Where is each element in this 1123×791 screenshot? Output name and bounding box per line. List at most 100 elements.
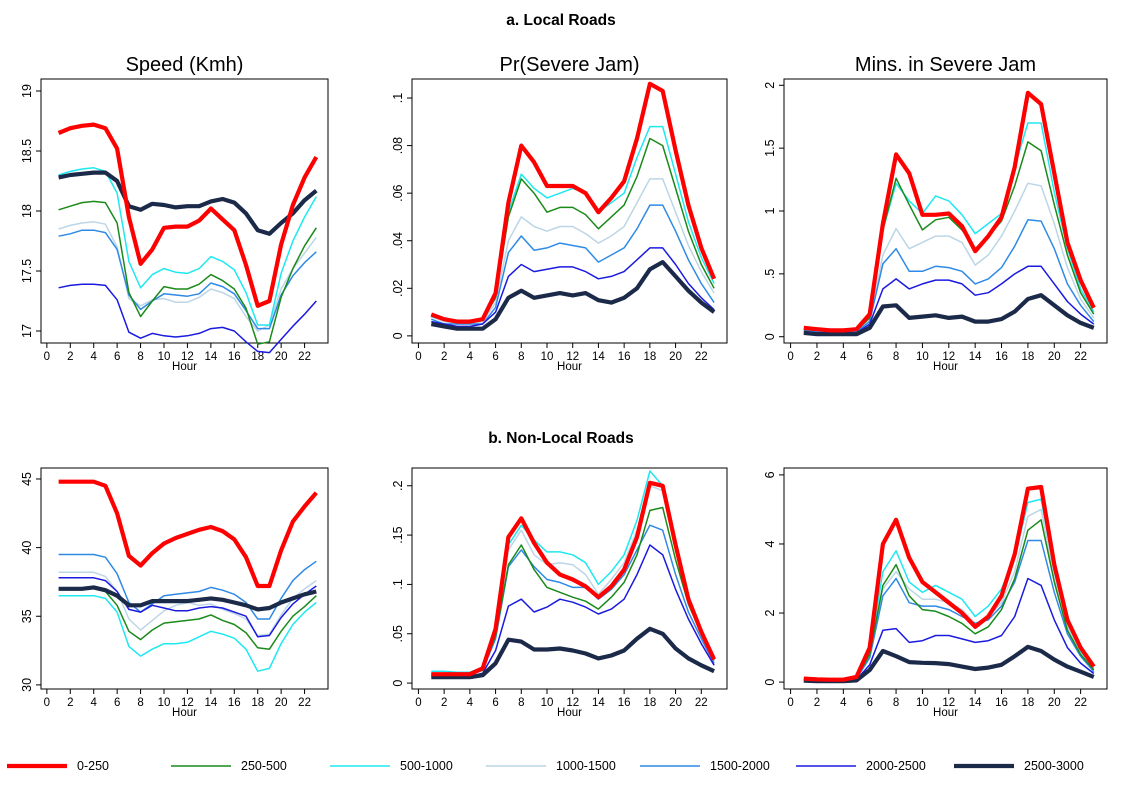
y-tick-label: .1 — [391, 579, 405, 589]
x-tick-label: 2 — [441, 351, 447, 363]
x-tick-label: 0 — [787, 697, 793, 709]
series-line-2500-3000 — [58, 585, 317, 612]
x-tick-label: 6 — [492, 697, 498, 709]
y-tick-label: .05 — [391, 625, 405, 642]
x-tick-label: 12 — [181, 351, 194, 363]
x-tick-label: 18 — [1021, 697, 1034, 709]
x-tick-label: 0 — [44, 697, 50, 709]
series-line-1000-1500 — [58, 221, 317, 332]
x-tick-label: 22 — [298, 351, 311, 363]
legend: 0-250 250-500 500-1000 1000-1500 1500-2000 20… — [7, 759, 1084, 773]
x-tick-label: 4 — [91, 351, 98, 363]
series-line-2500-3000 — [58, 170, 318, 236]
y-tick-label: 19 — [20, 84, 34, 98]
x-tick-label: 14 — [592, 351, 605, 363]
series-line-250-500 — [58, 200, 317, 345]
x-tick-label: 16 — [995, 697, 1008, 709]
x-tick-label: 18 — [643, 351, 656, 363]
series-line-500-1000 — [58, 594, 317, 672]
series-line-2500-3000 — [803, 293, 1095, 337]
x-tick-label: 0 — [415, 697, 421, 709]
series-line-0-250 — [58, 479, 318, 589]
x-tick-label: 0 — [44, 351, 50, 363]
x-tick-label: 12 — [181, 697, 194, 709]
x-tick-label: 22 — [1074, 697, 1087, 709]
plots-group: Speed (Kmh)0 2 4 6 8 10 12 14 16 18 20 22Hour1717.5… — [20, 54, 1108, 719]
legend-label-500-1000: 500-1000 — [400, 759, 453, 773]
x-tick-label: 4 — [840, 697, 847, 709]
chart-title: Mins. in Severe Jam — [855, 54, 1036, 76]
x-tick-label: 18 — [251, 351, 264, 363]
y-tick-label: 1.5 — [763, 139, 777, 156]
x-tick-label: 22 — [695, 697, 708, 709]
x-tick-label: 22 — [1074, 351, 1087, 363]
x-tick-label: 20 — [275, 697, 288, 709]
series-line-2000-2500 — [58, 283, 317, 354]
x-tick-label: 10 — [541, 697, 554, 709]
x-tick-label: 20 — [275, 351, 288, 363]
x-tick-label: 8 — [518, 351, 524, 363]
y-tick-label: 17 — [20, 324, 34, 338]
x-tick-label: 18 — [1021, 351, 1034, 363]
x-axis-label: Hour — [172, 361, 197, 373]
panel-title-non-local-roads: b. Non-Local Roads — [488, 430, 634, 447]
y-tick-label: 0 — [763, 333, 777, 340]
y-tick-label: 18.5 — [20, 139, 34, 163]
series-line-0-250 — [57, 122, 319, 308]
x-tick-label: 2 — [814, 351, 820, 363]
y-tick-label: .1 — [391, 93, 405, 103]
x-tick-label: 6 — [492, 351, 498, 363]
chart-title: Pr(Severe Jam) — [499, 54, 639, 76]
x-tick-label: 16 — [228, 351, 241, 363]
x-tick-label: 22 — [695, 351, 708, 363]
x-axis-label: Hour — [172, 707, 197, 719]
x-tick-label: 8 — [518, 697, 524, 709]
y-tick-label: 1 — [763, 207, 777, 214]
x-tick-label: 10 — [916, 697, 929, 709]
x-tick-label: 20 — [1048, 697, 1061, 709]
series-line-500-1000 — [58, 167, 317, 326]
x-tick-label: 10 — [541, 351, 554, 363]
x-tick-label: 8 — [893, 697, 899, 709]
x-tick-label: 4 — [91, 697, 98, 709]
chart-6: 0 2 4 6 8 10 12 14 16 18 20 22 Hour 0 2 4 6 — [763, 467, 1108, 719]
y-tick-label: 30 — [20, 678, 34, 692]
series-line-0-250 — [431, 480, 717, 677]
y-tick-label: 40 — [20, 541, 34, 555]
chart-title: Speed (Kmh) — [126, 54, 244, 76]
x-tick-label: 20 — [669, 351, 682, 363]
series-line-1000-1500 — [803, 182, 1095, 333]
x-tick-label: 10 — [916, 351, 929, 363]
x-tick-label: 2 — [67, 351, 73, 363]
y-tick-label: 35 — [20, 609, 34, 623]
y-tick-label: 0 — [391, 332, 405, 339]
y-tick-label: .15 — [391, 526, 405, 543]
x-tick-label: 14 — [969, 351, 982, 363]
chart-2: Pr(Severe Jam) 0 2 4 6 8 10 12 14 16 18 20 22 Hour 0 .0… — [391, 54, 728, 373]
x-tick-label: 8 — [893, 351, 899, 363]
x-tick-label: 14 — [204, 697, 217, 709]
x-axis-label: Hour — [933, 707, 958, 719]
legend-label-2500-3000: 2500-3000 — [1024, 759, 1084, 773]
y-tick-label: 17.5 — [20, 259, 34, 283]
x-tick-label: 14 — [969, 697, 982, 709]
legend-label-1500-2000: 1500-2000 — [710, 759, 770, 773]
x-tick-label: 16 — [618, 351, 631, 363]
x-tick-label: 14 — [592, 697, 605, 709]
chart-4: 0 2 4 6 8 10 12 14 16 18 20 22 Hour 30 35 40 45 — [20, 467, 329, 719]
x-tick-label: 12 — [942, 351, 955, 363]
plot-frame — [783, 467, 1108, 690]
x-tick-label: 12 — [942, 697, 955, 709]
y-tick-label: 2 — [763, 82, 777, 89]
x-tick-label: 6 — [866, 697, 872, 709]
series-line-1500-2000 — [431, 204, 715, 325]
y-tick-label: .2 — [391, 481, 405, 491]
plot-frame — [40, 78, 329, 344]
x-tick-label: 14 — [204, 351, 217, 363]
x-tick-label: 2 — [441, 697, 447, 709]
x-tick-label: 8 — [137, 697, 143, 709]
plot-frame — [40, 467, 329, 690]
x-tick-label: 8 — [137, 351, 143, 363]
series-line-0-250 — [803, 90, 1096, 333]
